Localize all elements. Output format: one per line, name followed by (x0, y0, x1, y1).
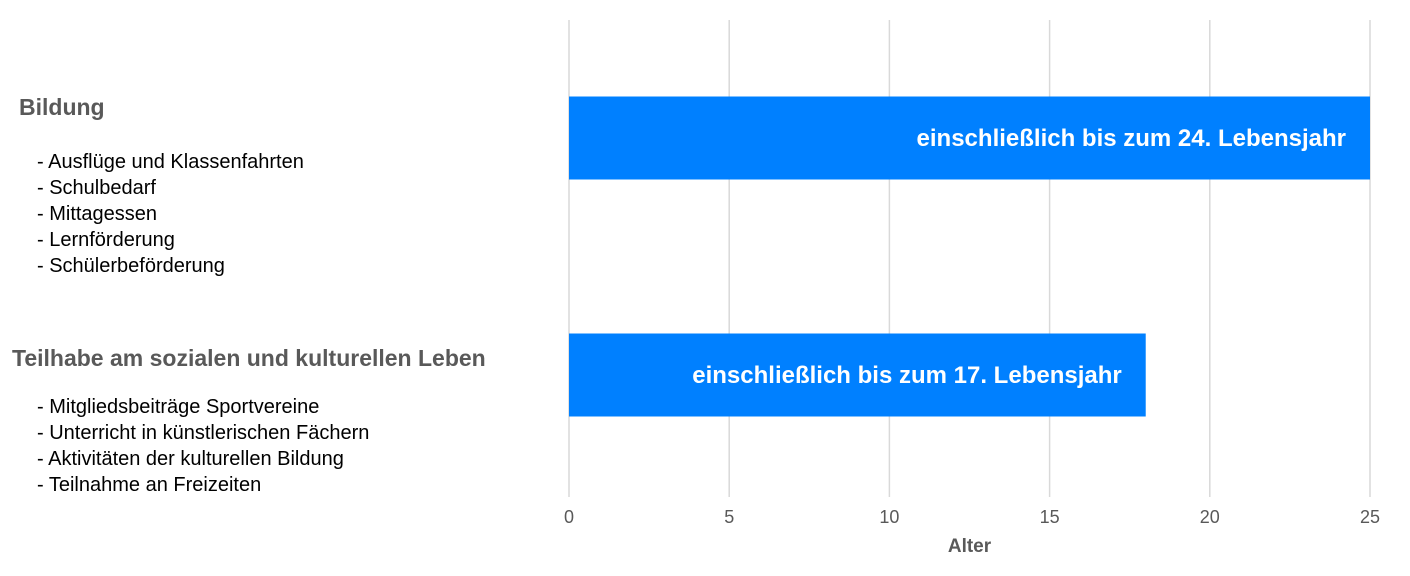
bar-data-label: einschließlich bis zum 17. Lebensjahr (692, 362, 1121, 389)
category-items-bildung: - Ausflüge und Klassenfahrten - Schulbed… (37, 149, 304, 279)
bar-data-label: einschließlich bis zum 24. Lebensjahr (917, 125, 1346, 152)
x-tick-label: 20 (1200, 507, 1220, 527)
bar (569, 96, 1370, 180)
x-tick-label: 10 (879, 507, 899, 527)
category-items-teilhabe: - Mitgliedsbeiträge Sportvereine - Unter… (37, 394, 369, 498)
category-item: - Ausflüge und Klassenfahrten (37, 151, 304, 173)
category-item: - Unterricht in künstlerischen Fächern (37, 422, 370, 444)
x-tick-label: 0 (564, 507, 574, 527)
category-item: - Teilnahme an Freizeiten (37, 474, 262, 496)
category-item: - Mittagessen (37, 203, 158, 225)
category-item: - Schülerbeförderung (37, 255, 225, 277)
category-item: - Lernförderung (37, 229, 175, 251)
category-title-bildung: Bildung (19, 94, 105, 120)
x-tick-label: 25 (1360, 507, 1380, 527)
x-tick-label: 5 (724, 507, 734, 527)
category-item: - Aktivitäten der kulturellen Bildung (37, 448, 344, 470)
x-axis-title: Alter (948, 536, 992, 557)
category-title-teilhabe: Teilhabe am sozialen und kulturellen Leb… (12, 345, 486, 371)
bar (569, 333, 1146, 417)
category-item: - Mitgliedsbeiträge Sportvereine (37, 396, 320, 418)
x-tick-label: 15 (1040, 507, 1060, 527)
category-item: - Schulbedarf (37, 177, 156, 199)
